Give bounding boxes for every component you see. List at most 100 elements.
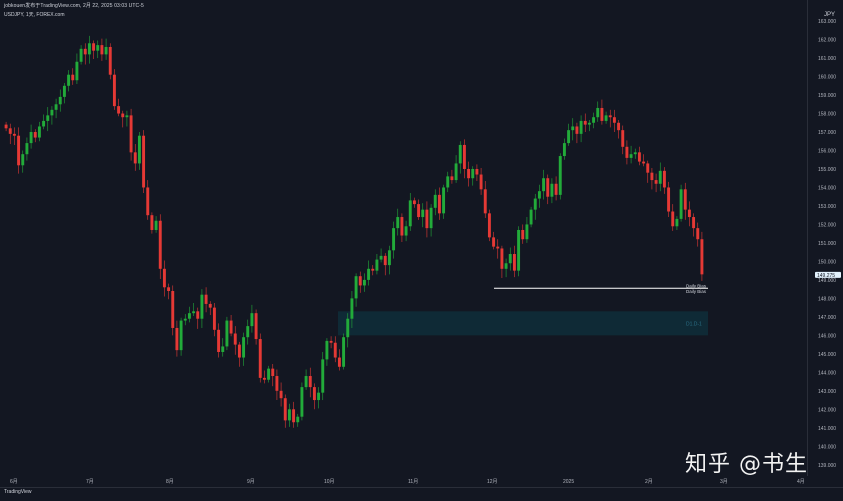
candle-body[interactable] — [8, 128, 12, 134]
candle-body[interactable] — [221, 346, 225, 352]
candle-body[interactable] — [379, 255, 383, 260]
candle-body[interactable] — [604, 115, 608, 121]
candle-body[interactable] — [612, 117, 616, 123]
candle-body[interactable] — [92, 43, 96, 51]
candle-body[interactable] — [504, 263, 508, 269]
candle-body[interactable] — [383, 255, 387, 266]
candle-body[interactable] — [133, 152, 137, 164]
candle-body[interactable] — [350, 298, 354, 319]
candle-body[interactable] — [696, 228, 700, 240]
candle-body[interactable] — [500, 248, 504, 269]
candle-body[interactable] — [367, 268, 371, 280]
candle-body[interactable] — [633, 152, 637, 155]
candle-body[interactable] — [250, 313, 254, 327]
candle-body[interactable] — [192, 311, 196, 314]
candle-body[interactable] — [158, 220, 162, 269]
candle-body[interactable] — [271, 368, 275, 377]
candle-body[interactable] — [71, 74, 75, 81]
candle-body[interactable] — [300, 387, 304, 417]
candle-body[interactable] — [29, 132, 33, 144]
candle-body[interactable] — [512, 254, 516, 271]
candle-body[interactable] — [12, 133, 16, 136]
candle-body[interactable] — [362, 279, 366, 286]
candle-body[interactable] — [387, 250, 391, 266]
candle-body[interactable] — [171, 290, 175, 328]
candle-body[interactable] — [96, 45, 100, 51]
candle-body[interactable] — [137, 135, 141, 164]
candle-body[interactable] — [100, 45, 104, 55]
candle-body[interactable] — [637, 152, 641, 162]
candle-body[interactable] — [217, 329, 221, 352]
candle-body[interactable] — [521, 229, 525, 240]
candle-body[interactable] — [433, 194, 437, 208]
candle-body[interactable] — [404, 226, 408, 236]
candle-body[interactable] — [58, 96, 62, 105]
candle-body[interactable] — [150, 215, 154, 230]
candle-body[interactable] — [208, 303, 212, 308]
candle-body[interactable] — [304, 376, 308, 388]
candle-body[interactable] — [25, 143, 29, 155]
candle-body[interactable] — [4, 124, 8, 129]
candle-body[interactable] — [533, 198, 537, 210]
candle-body[interactable] — [87, 43, 91, 55]
candle-body[interactable] — [308, 376, 312, 388]
candle-body[interactable] — [575, 126, 579, 134]
candle-body[interactable] — [412, 200, 416, 205]
candle-body[interactable] — [321, 359, 325, 393]
candle-body[interactable] — [479, 174, 483, 190]
candle-body[interactable] — [325, 340, 329, 360]
candle-body[interactable] — [537, 191, 541, 199]
candle-body[interactable] — [571, 126, 575, 131]
candle-body[interactable] — [392, 228, 396, 251]
candle-body[interactable] — [112, 74, 116, 107]
candle-body[interactable] — [654, 180, 658, 184]
candle-body[interactable] — [583, 120, 587, 125]
candle-body[interactable] — [562, 143, 566, 157]
candle-body[interactable] — [21, 154, 25, 166]
candle-body[interactable] — [346, 318, 350, 338]
candle-body[interactable] — [337, 357, 341, 367]
candle-body[interactable] — [458, 144, 462, 164]
candle-body[interactable] — [687, 209, 691, 218]
candle-body[interactable] — [546, 178, 550, 197]
price-axis[interactable] — [807, 0, 843, 476]
candle-body[interactable] — [225, 320, 229, 347]
candle-body[interactable] — [242, 337, 246, 358]
candle-body[interactable] — [662, 170, 666, 188]
candle-body[interactable] — [550, 183, 554, 197]
candle-body[interactable] — [608, 115, 612, 118]
candle-body[interactable] — [79, 48, 83, 62]
candle-body[interactable] — [354, 276, 358, 299]
candle-body[interactable] — [396, 217, 400, 229]
candle-body[interactable] — [683, 189, 687, 210]
candle-body[interactable] — [237, 344, 241, 358]
candle-body[interactable] — [567, 130, 571, 144]
candle-body[interactable] — [375, 259, 379, 271]
candle-body[interactable] — [17, 135, 21, 166]
candle-body[interactable] — [596, 107, 600, 118]
candle-body[interactable] — [296, 416, 300, 423]
candle-body[interactable] — [108, 46, 112, 75]
candle-body[interactable] — [450, 176, 454, 181]
candle-body[interactable] — [67, 74, 71, 86]
candle-body[interactable] — [429, 207, 433, 229]
candle-body[interactable] — [675, 218, 679, 227]
candle-body[interactable] — [37, 126, 41, 138]
candle-body[interactable] — [492, 237, 496, 247]
candle-body[interactable] — [146, 187, 150, 216]
candle-body[interactable] — [121, 113, 125, 118]
candle-body[interactable] — [212, 307, 216, 330]
candle-body[interactable] — [142, 135, 146, 188]
candle-body[interactable] — [83, 48, 87, 55]
candle-body[interactable] — [529, 209, 533, 225]
candle-body[interactable] — [262, 377, 266, 380]
candle-body[interactable] — [446, 176, 450, 188]
candle-body[interactable] — [129, 115, 133, 153]
candle-body[interactable] — [587, 122, 591, 125]
candle-body[interactable] — [400, 217, 404, 236]
candle-body[interactable] — [329, 340, 333, 343]
candle-body[interactable] — [442, 187, 446, 214]
candle-body[interactable] — [508, 254, 512, 264]
candle-body[interactable] — [621, 130, 625, 147]
candle-body[interactable] — [471, 168, 475, 179]
